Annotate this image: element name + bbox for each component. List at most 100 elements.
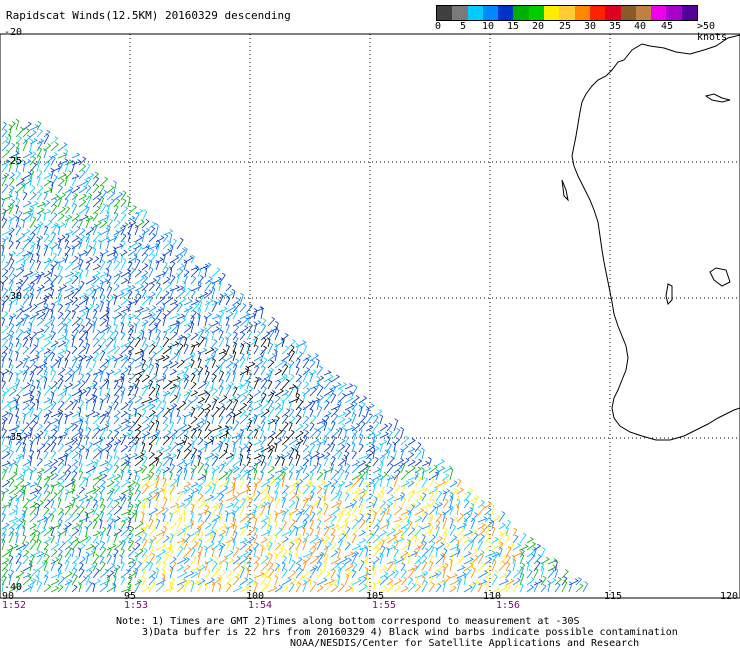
wind-barb <box>288 507 299 516</box>
wind-barb <box>71 296 79 306</box>
wind-barb <box>141 218 150 229</box>
wind-barb <box>239 352 245 362</box>
wind-barb <box>64 309 71 320</box>
wind-barb <box>120 433 127 446</box>
wind-barb <box>463 488 474 495</box>
wind-barb <box>407 504 415 516</box>
wind-barb <box>204 289 213 299</box>
wind-barb <box>302 444 310 453</box>
wind-barb <box>183 298 193 306</box>
wind-barb <box>358 513 364 523</box>
wind-barb <box>127 260 133 271</box>
wind-barb <box>575 583 584 593</box>
wind-barb <box>29 201 39 208</box>
wind-barb <box>218 323 223 334</box>
wind-barb <box>301 526 306 537</box>
wind-barb <box>344 526 351 537</box>
wind-barb <box>134 567 139 579</box>
wind-barb <box>302 472 310 481</box>
wind-barb <box>134 429 142 439</box>
wind-barb <box>232 572 241 579</box>
wind-barb <box>134 373 143 383</box>
wind-barb <box>176 375 187 383</box>
wind-barb <box>197 263 209 271</box>
wind-barb <box>344 417 353 425</box>
wind-barb <box>71 429 82 439</box>
wind-barb <box>1 512 6 523</box>
wind-barb <box>15 146 20 159</box>
wind-barb <box>526 536 534 544</box>
wind-barb <box>148 442 153 453</box>
wind-barb <box>316 385 324 397</box>
wind-barb <box>330 420 336 432</box>
wind-barb <box>218 306 228 313</box>
wind-barb <box>36 212 42 222</box>
wind-barb <box>85 232 91 243</box>
wind-barb <box>386 494 395 502</box>
wind-barb <box>203 315 208 327</box>
wind-barb <box>36 443 46 453</box>
wind-barb <box>470 532 479 544</box>
wind-barb <box>274 527 283 537</box>
wind-barb <box>71 442 80 453</box>
wind-barb <box>134 528 145 537</box>
wind-barb <box>407 488 416 495</box>
wind-barb <box>330 428 340 439</box>
wind-barb <box>35 575 40 586</box>
wind-barb <box>456 577 463 586</box>
wind-barb <box>50 340 59 348</box>
wind-barb <box>36 328 45 334</box>
wind-barb <box>274 510 278 523</box>
wind-barb <box>36 467 45 474</box>
wind-barb <box>274 519 278 530</box>
wind-barb <box>64 246 71 257</box>
wind-barb <box>78 305 89 313</box>
wind-barb <box>295 399 304 411</box>
wind-barb <box>253 542 259 551</box>
wind-barb <box>99 358 109 369</box>
wind-barb <box>28 455 33 467</box>
wind-barb <box>15 378 20 390</box>
note-line-1: Note: 1) Times are GMT 2)Times along bot… <box>116 616 580 627</box>
wind-barb <box>239 443 248 453</box>
wind-barb <box>71 369 75 383</box>
wind-barb <box>197 437 204 446</box>
wind-barb <box>21 489 26 502</box>
wind-barb <box>50 344 57 355</box>
wind-barb <box>379 431 390 439</box>
wind-barb <box>176 334 185 341</box>
wind-barb <box>274 575 279 586</box>
wind-barb <box>78 568 85 579</box>
wind-barb <box>512 550 523 558</box>
wind-barb <box>162 466 171 474</box>
wind-barb <box>281 568 288 579</box>
wind-barb <box>15 135 22 145</box>
wind-barb <box>204 279 212 292</box>
wind-barb <box>441 580 446 593</box>
wind-barb <box>484 501 492 509</box>
wind-barb <box>85 465 97 474</box>
wind-barb <box>428 560 434 572</box>
wind-barb <box>15 414 19 425</box>
wind-barb <box>407 480 415 488</box>
wind-barb <box>92 316 98 327</box>
wind-barb <box>323 484 329 495</box>
wind-barb <box>50 498 55 509</box>
wind-barb <box>155 429 161 439</box>
wind-barb <box>85 441 93 453</box>
wind-barb <box>267 533 272 544</box>
wind-barb <box>176 487 188 495</box>
wind-barb <box>162 390 171 397</box>
wind-barb <box>379 423 389 432</box>
wind-barb <box>239 537 248 544</box>
wind-barb <box>225 577 232 586</box>
wind-barb <box>106 570 115 579</box>
wind-barb <box>148 356 153 369</box>
wind-barb <box>337 450 343 460</box>
wind-barb <box>162 456 170 467</box>
wind-barb <box>540 546 546 558</box>
wind-barb <box>211 492 221 502</box>
wind-barb <box>92 344 102 355</box>
wind-barb <box>245 567 250 579</box>
wind-barb <box>323 435 328 446</box>
